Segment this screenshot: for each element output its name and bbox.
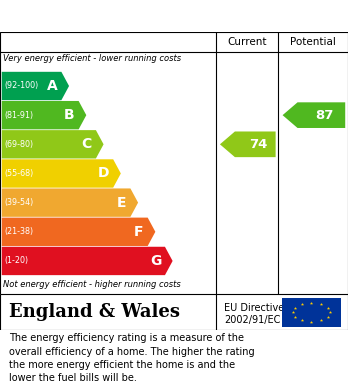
- Text: (1-20): (1-20): [4, 256, 28, 265]
- Polygon shape: [2, 188, 138, 217]
- Text: EU Directive: EU Directive: [224, 303, 285, 313]
- Text: (39-54): (39-54): [4, 198, 33, 207]
- Text: Potential: Potential: [290, 37, 336, 47]
- Text: E: E: [117, 196, 126, 210]
- Text: (21-38): (21-38): [4, 227, 33, 236]
- Text: F: F: [134, 225, 143, 239]
- Text: D: D: [98, 167, 110, 181]
- Text: The energy efficiency rating is a measure of the
overall efficiency of a home. T: The energy efficiency rating is a measur…: [9, 334, 254, 383]
- Text: 87: 87: [316, 109, 334, 122]
- Polygon shape: [2, 72, 69, 100]
- Text: C: C: [81, 137, 92, 151]
- Bar: [282, 298, 341, 327]
- Polygon shape: [2, 101, 86, 129]
- Text: (55-68): (55-68): [4, 169, 33, 178]
- Text: (92-100): (92-100): [4, 81, 38, 90]
- Polygon shape: [283, 102, 345, 128]
- Text: (81-91): (81-91): [4, 111, 33, 120]
- Text: Energy Efficiency Rating: Energy Efficiency Rating: [9, 9, 230, 23]
- Text: England & Wales: England & Wales: [9, 303, 180, 321]
- Text: Not energy efficient - higher running costs: Not energy efficient - higher running co…: [3, 280, 181, 289]
- Text: Current: Current: [227, 37, 267, 47]
- Text: G: G: [150, 254, 161, 268]
- Text: A: A: [47, 79, 57, 93]
- Text: 2002/91/EC: 2002/91/EC: [224, 315, 281, 325]
- Text: B: B: [64, 108, 75, 122]
- Polygon shape: [2, 218, 155, 246]
- Text: Very energy efficient - lower running costs: Very energy efficient - lower running co…: [3, 54, 182, 63]
- Polygon shape: [2, 159, 121, 188]
- Text: (69-80): (69-80): [4, 140, 33, 149]
- Text: 74: 74: [250, 138, 268, 151]
- Polygon shape: [2, 247, 173, 275]
- Polygon shape: [220, 131, 276, 157]
- Polygon shape: [2, 130, 104, 158]
